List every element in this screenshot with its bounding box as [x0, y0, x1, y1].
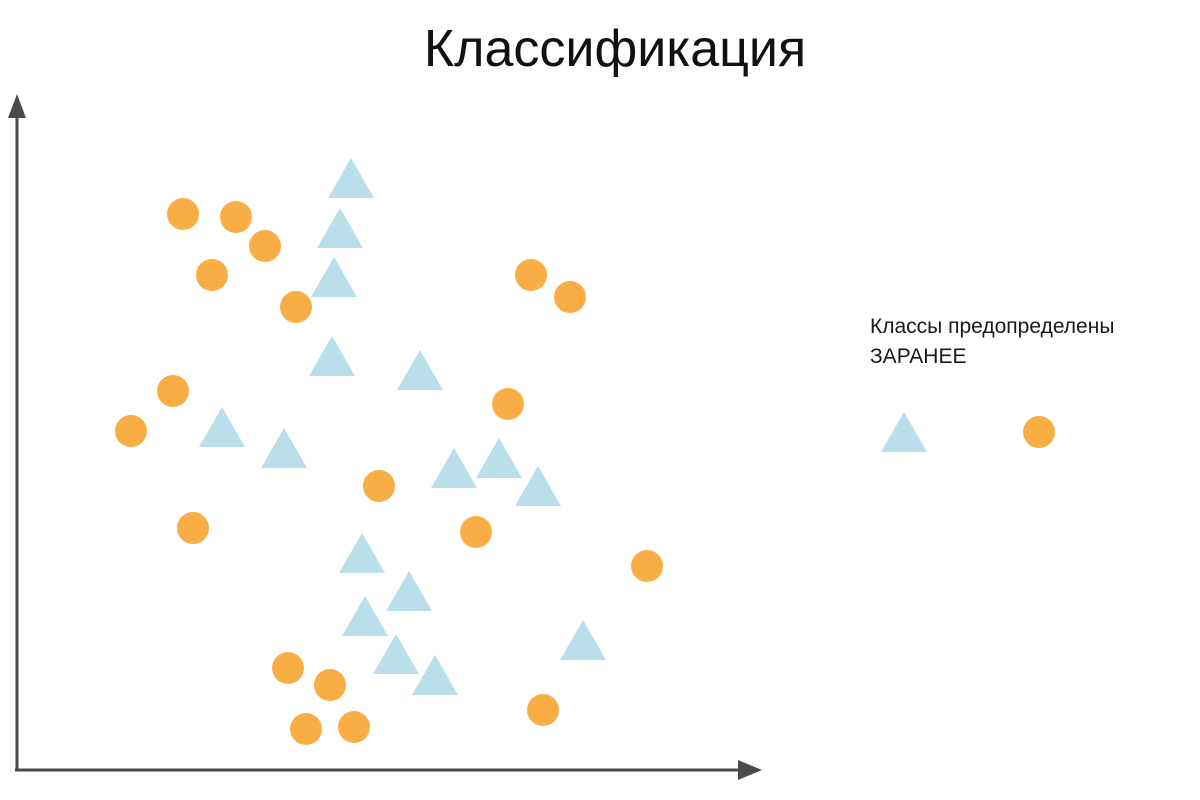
triangle-point — [397, 350, 443, 390]
diagram-title: Классификация — [424, 20, 806, 78]
scatter-points — [115, 158, 663, 745]
y-axis-arrow-icon — [8, 94, 26, 118]
circle-point — [115, 415, 147, 447]
circle-point — [554, 281, 586, 313]
triangle-point — [412, 655, 458, 695]
circle-point — [631, 550, 663, 582]
note-line-2: ЗАРАНЕЕ — [870, 345, 966, 368]
triangle-point — [342, 596, 388, 636]
triangle-point — [560, 620, 606, 660]
circle-point — [460, 516, 492, 548]
triangle-point — [317, 208, 363, 248]
triangle-point — [339, 533, 385, 573]
triangle-point — [476, 438, 522, 478]
triangle-point — [386, 571, 432, 611]
circle-point — [280, 291, 312, 323]
triangle-point — [373, 634, 419, 674]
triangle-point — [199, 407, 245, 447]
circle-point — [249, 230, 281, 262]
circle-point — [157, 375, 189, 407]
triangle-point — [328, 158, 374, 198]
note-line-1: Классы предопределены — [870, 315, 1114, 338]
circle-point — [363, 470, 395, 502]
legend-circle-icon — [1023, 416, 1055, 448]
triangle-point — [515, 466, 561, 506]
triangle-point — [309, 336, 355, 376]
circle-point — [167, 198, 199, 230]
x-axis-arrow-icon — [738, 760, 762, 780]
triangle-point — [261, 428, 307, 468]
axes — [8, 94, 762, 780]
triangle-point — [431, 448, 477, 488]
circle-point — [220, 201, 252, 233]
circle-point — [515, 259, 547, 291]
circle-point — [196, 259, 228, 291]
circle-point — [338, 711, 370, 743]
circle-point — [272, 652, 304, 684]
triangle-point — [311, 257, 357, 297]
legend-note: Классы предопределены ЗАРАНЕЕ — [870, 315, 1114, 452]
circle-point — [177, 512, 209, 544]
circle-point — [290, 713, 322, 745]
circle-point — [314, 669, 346, 701]
circle-point — [527, 694, 559, 726]
legend-triangle-icon — [881, 412, 927, 452]
circle-point — [492, 388, 524, 420]
